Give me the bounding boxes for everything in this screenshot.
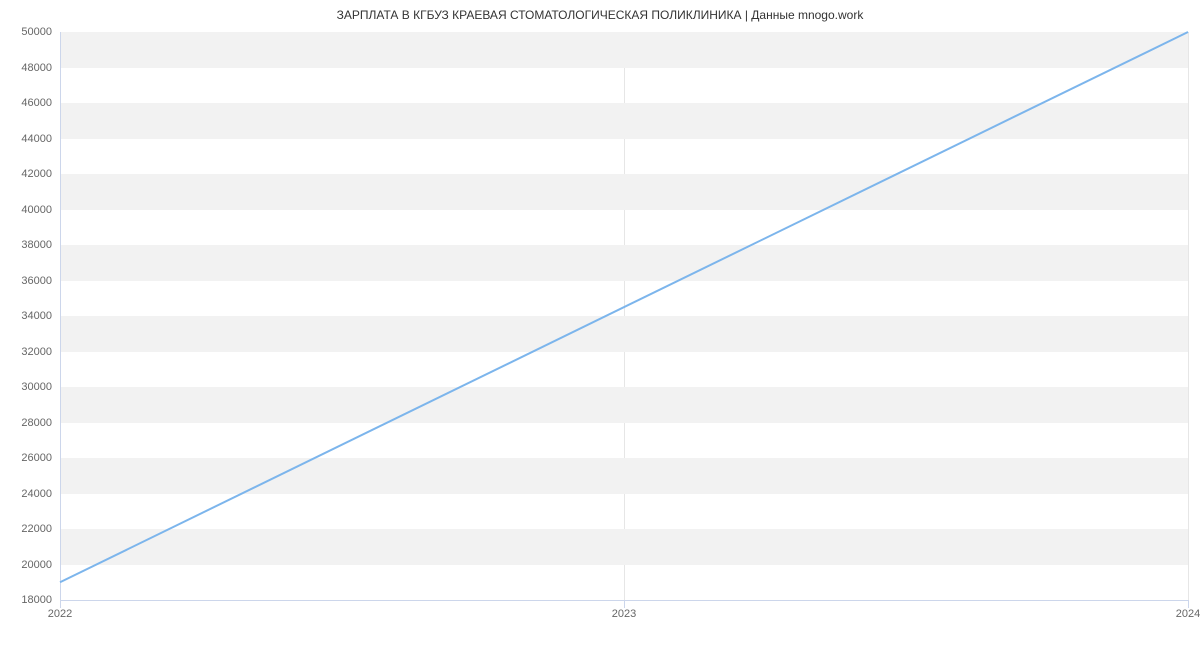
y-tick-label: 42000 [21,168,60,180]
y-tick-label: 24000 [21,488,60,500]
x-tick-label: 2022 [48,600,72,620]
plot-area: 1800020000220002400026000280003000032000… [60,32,1188,600]
chart-title: ЗАРПЛАТА В КГБУЗ КРАЕВАЯ СТОМАТОЛОГИЧЕСК… [0,8,1200,22]
x-tick-label: 2024 [1176,600,1200,620]
y-tick-label: 20000 [21,559,60,571]
chart-container: ЗАРПЛАТА В КГБУЗ КРАЕВАЯ СТОМАТОЛОГИЧЕСК… [0,0,1200,650]
y-tick-label: 30000 [21,381,60,393]
y-tick-label: 40000 [21,204,60,216]
y-tick-label: 32000 [21,346,60,358]
y-tick-label: 22000 [21,523,60,535]
y-tick-label: 44000 [21,133,60,145]
y-tick-label: 28000 [21,417,60,429]
y-tick-label: 26000 [21,452,60,464]
line-series-layer [60,32,1188,600]
x-tick-label: 2023 [612,600,636,620]
y-tick-label: 34000 [21,310,60,322]
y-tick-label: 38000 [21,239,60,251]
line-series-salary [60,32,1188,582]
y-tick-label: 50000 [21,26,60,38]
y-tick-label: 48000 [21,62,60,74]
y-tick-label: 46000 [21,97,60,109]
y-tick-label: 36000 [21,275,60,287]
x-grid-line [1188,32,1189,600]
